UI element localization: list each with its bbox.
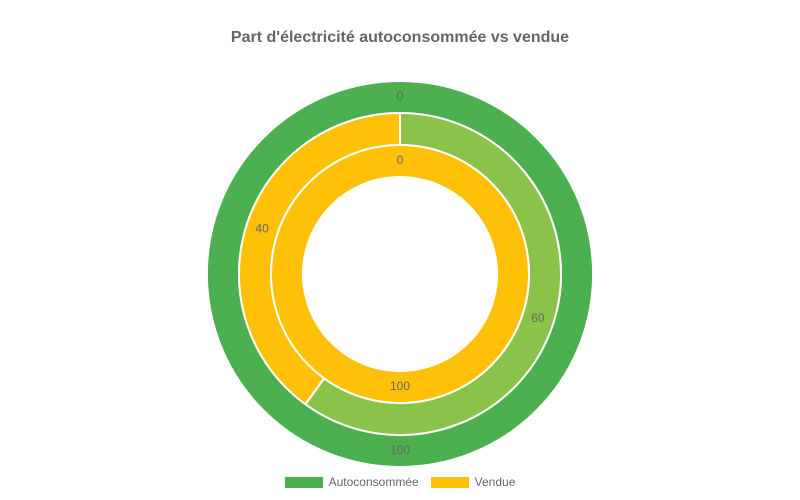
legend-label-0: Autoconsommée: [328, 475, 419, 489]
chart-title: Part d'électricité autoconsommée vs vend…: [230, 29, 570, 46]
ring-inner-slice-0-label: 0: [397, 153, 404, 167]
legend-item-1[interactable]: Vendue: [430, 475, 516, 489]
ring-middle-slice-1-label: 40: [255, 221, 269, 235]
legend-label-1: Vendue: [474, 475, 516, 489]
ring-middle-slice-0-label: 60: [531, 311, 545, 325]
ring-inner-slice-1[interactable]: [270, 143, 530, 405]
ring-inner-slice-1-label: 100: [390, 379, 410, 393]
ring-outer-slice-1-label: 0: [397, 89, 404, 103]
legend-swatch-1: [430, 476, 469, 488]
legend-item-0[interactable]: Autoconsommée: [284, 475, 419, 489]
legend-swatch-0: [284, 476, 323, 488]
legend: Autoconsommée Vendue: [0, 475, 800, 489]
ring-outer-slice-0-label: 100: [390, 443, 410, 457]
